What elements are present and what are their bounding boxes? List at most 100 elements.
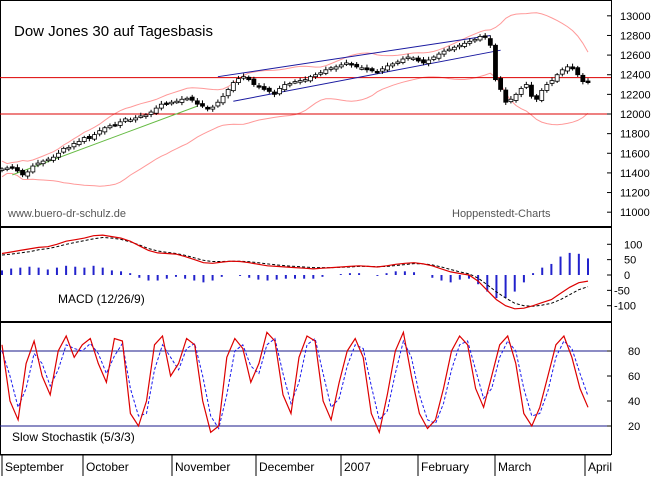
candle-body [457,44,462,48]
candle-body [20,169,25,176]
candle-body [292,81,298,84]
candle-body [179,98,185,103]
candle-body [534,95,539,100]
candle-body [379,68,385,72]
candle-body [390,63,396,67]
candle-body [148,111,154,115]
candle-body [385,65,390,71]
candle-body [529,84,534,97]
price-panel [0,12,611,187]
channel-upper-line [217,34,491,78]
candle-body [436,53,442,59]
candle-body [559,69,565,75]
month-label: April [588,460,612,474]
axes: 11000 11200 11400 11600 11800 12000 12200 12400… [0,11,651,476]
candle-body [410,57,416,60]
candle-body [230,82,236,92]
candle-body [472,38,478,42]
candle-body [236,78,241,83]
candle-body [15,167,20,172]
month-label: 2007 [344,460,371,474]
candle-body [554,74,560,82]
candle-body [45,158,51,162]
candle-body [441,50,447,55]
candle-body [200,103,205,107]
candle-body [467,40,473,44]
candle-body [426,59,432,64]
price-tick-label: 11600 [620,148,650,160]
candle-body [544,84,550,91]
macd-signal-line [1,236,589,307]
month-label: November [175,460,230,474]
macd-label: MACD (12/26/9) [58,292,145,306]
macd-panel-frame [0,227,612,322]
bollinger-upper [1,12,589,165]
macd-tick-label: -50 [614,285,630,297]
candle-body [431,56,437,60]
candle-body [318,72,324,75]
candle-body [395,61,401,64]
candle-body [462,42,468,47]
candle-body [374,70,380,74]
candle-body [266,87,272,92]
candle-body [40,160,46,165]
candle-body [487,38,493,46]
candle-body [25,171,31,177]
candle-body [400,58,406,63]
macd-tick-label: 50 [624,255,636,267]
candle-body [282,84,288,91]
candle-body [328,67,334,70]
candle-body [405,56,411,59]
stochastic-panel [0,330,611,435]
candle-body [446,48,452,52]
candle-body [549,80,555,84]
macd-panel [1,234,589,310]
candle-body [107,125,113,129]
candle-body [86,135,92,139]
candle-body [138,115,144,118]
candle-body [143,114,149,117]
candle-body [164,102,169,105]
candle-body [102,127,108,133]
candle-body [575,67,581,76]
candle-body [184,97,190,101]
candle-body [349,63,354,66]
month-label: March [498,460,531,474]
candle-body [61,147,67,153]
candle-body [189,96,195,101]
candle-body [56,152,61,158]
candle-body [503,89,509,103]
candle-body [297,80,303,83]
price-tick-label: 12000 [620,109,651,121]
candle-body [585,80,591,83]
stoch-tick-label: 40 [628,396,640,408]
price-tick-label: 11200 [620,188,650,200]
candle-body [35,162,41,166]
candle-body [133,117,139,121]
candle-body [498,78,504,90]
price-tick-label: 11800 [620,129,650,141]
stoch-tick-label: 20 [628,421,640,433]
price-tick-label: 13000 [620,11,651,23]
month-label: October [86,460,129,474]
candle-body [0,168,5,171]
candle-body [210,106,216,110]
candle-body [523,84,529,88]
candle-body [338,64,344,68]
candle-body [277,88,282,95]
candle-body [359,67,365,70]
month-label: February [421,460,469,474]
candle-body [451,46,457,51]
stoch-d-line [1,337,589,430]
macd-tick-label: 100 [624,239,642,251]
candle-body [302,79,308,82]
candle-body [333,66,339,70]
candle-body [174,100,180,104]
candle-body [570,66,575,70]
candle-body [482,35,488,38]
candle-body [9,166,15,169]
candle-body [518,88,524,95]
stoch-tick-label: 80 [628,346,640,358]
month-label: December [259,460,314,474]
candle-body [81,137,87,142]
